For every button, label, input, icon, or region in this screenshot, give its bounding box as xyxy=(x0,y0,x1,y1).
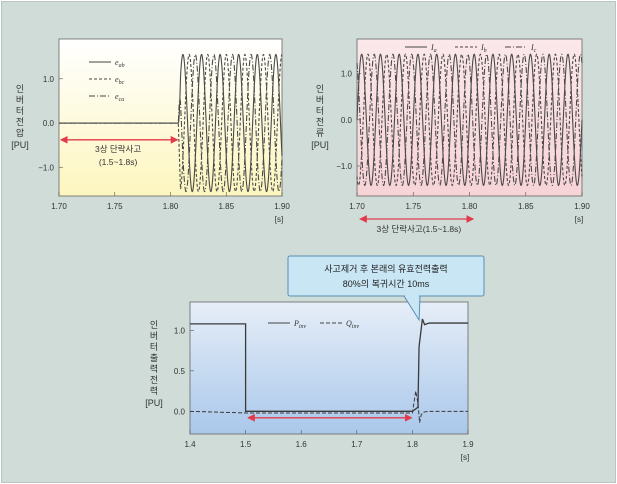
y-axis-label-char: 력 xyxy=(150,385,158,396)
y-tick-label: 1.0 xyxy=(43,75,55,84)
series-line-Ic xyxy=(356,53,583,187)
y-tick-label: 1.0 xyxy=(174,326,186,335)
series-line-Ia xyxy=(356,53,583,187)
y-axis-label-char: 인 xyxy=(316,84,324,94)
x-tick-label: 1.70 xyxy=(51,202,67,211)
x-tick-label: 1.85 xyxy=(518,202,534,211)
legend-entry-Ia: Ia xyxy=(430,43,437,54)
x-tick-label: 1.80 xyxy=(462,202,478,211)
y-unit-label: [PU] xyxy=(311,140,329,150)
y-axis-label-char: 터 xyxy=(316,106,324,116)
x-tick-label: 1.80 xyxy=(163,202,179,211)
y-unit-label: [PU] xyxy=(11,140,29,150)
x-tick-label: 1.90 xyxy=(574,202,590,211)
callout-line-1: 사고제거 후 본래의 유효전력출력 xyxy=(324,263,447,274)
x-tick-label: 1.8 xyxy=(407,440,419,449)
y-axis-label-char: 출 xyxy=(150,353,158,363)
y-tick-label: 0.0 xyxy=(174,407,186,416)
y-tick-label: 1.0 xyxy=(341,70,353,79)
x-tick-label: 1.70 xyxy=(349,202,365,211)
legend-entry-Ib: Ib xyxy=(480,43,487,54)
legend-entry-ebc: ebc xyxy=(115,75,125,86)
legend-entry-eab: eab xyxy=(115,58,125,69)
y-tick-label: −1.0 xyxy=(336,162,352,171)
plot-area-3 xyxy=(189,301,469,435)
y-axis-label-char: 전 xyxy=(16,117,24,127)
legend-entry-Ic: Ic xyxy=(530,43,537,54)
x-unit-label: [s] xyxy=(575,215,583,224)
series-line-Qinv xyxy=(189,390,468,423)
legend-entry-Pinv: Pinv xyxy=(293,319,307,330)
y-axis-label-char: 전 xyxy=(316,117,324,127)
x-tick-label: 1.6 xyxy=(296,440,308,449)
series-line-Pinv xyxy=(190,318,468,412)
x-tick-label: 1.90 xyxy=(274,202,290,211)
legend-entry-eca: eca xyxy=(115,92,124,103)
y-axis-label-char: 인 xyxy=(150,320,158,330)
x-tick-label: 1.75 xyxy=(107,202,123,211)
fault-annotation-period: (1.5~1.8s) xyxy=(99,157,138,167)
y-axis-label-char: 전 xyxy=(150,375,158,385)
y-tick-label: −1.0 xyxy=(38,163,54,172)
x-tick-label: 1.5 xyxy=(240,440,252,449)
x-unit-label: [s] xyxy=(275,215,283,224)
y-tick-label: 0.0 xyxy=(341,116,353,125)
y-axis-label-char: 인 xyxy=(16,84,24,94)
y-unit-label: [PU] xyxy=(145,398,163,408)
series-line-Ib xyxy=(356,53,583,187)
y-tick-label: 0.0 xyxy=(43,119,55,128)
x-tick-label: 1.75 xyxy=(405,202,421,211)
x-tick-label: 1.7 xyxy=(351,440,363,449)
fault-annotation: 3상 단락사고 xyxy=(95,144,141,154)
series-line-eca xyxy=(59,53,283,193)
callout-line-2: 80%의 복귀시간 10ms xyxy=(343,279,430,289)
y-axis-label-char: 력 xyxy=(150,363,158,374)
y-axis-label-char: 버 xyxy=(150,331,158,341)
x-tick-label: 1.4 xyxy=(184,440,196,449)
y-axis-label-char: 류 xyxy=(316,128,324,138)
x-unit-label: [s] xyxy=(461,453,469,462)
y-axis-label-char: 버 xyxy=(316,95,324,105)
y-axis-label-char: 버 xyxy=(16,95,24,105)
legend-entry-Qinv: Qinv xyxy=(346,319,359,330)
fault-annotation: 3상 단락사고(1.5~1.8s) xyxy=(377,224,462,234)
plot-area-1 xyxy=(58,38,283,197)
x-tick-label: 1.9 xyxy=(462,440,474,449)
x-tick-label: 1.85 xyxy=(218,202,234,211)
callout-box xyxy=(287,255,485,297)
y-axis-label-char: 터 xyxy=(16,106,24,116)
y-tick-label: 0.5 xyxy=(174,367,186,376)
y-axis-label-char: 터 xyxy=(150,342,158,352)
y-axis-label-char: 압 xyxy=(16,127,24,138)
